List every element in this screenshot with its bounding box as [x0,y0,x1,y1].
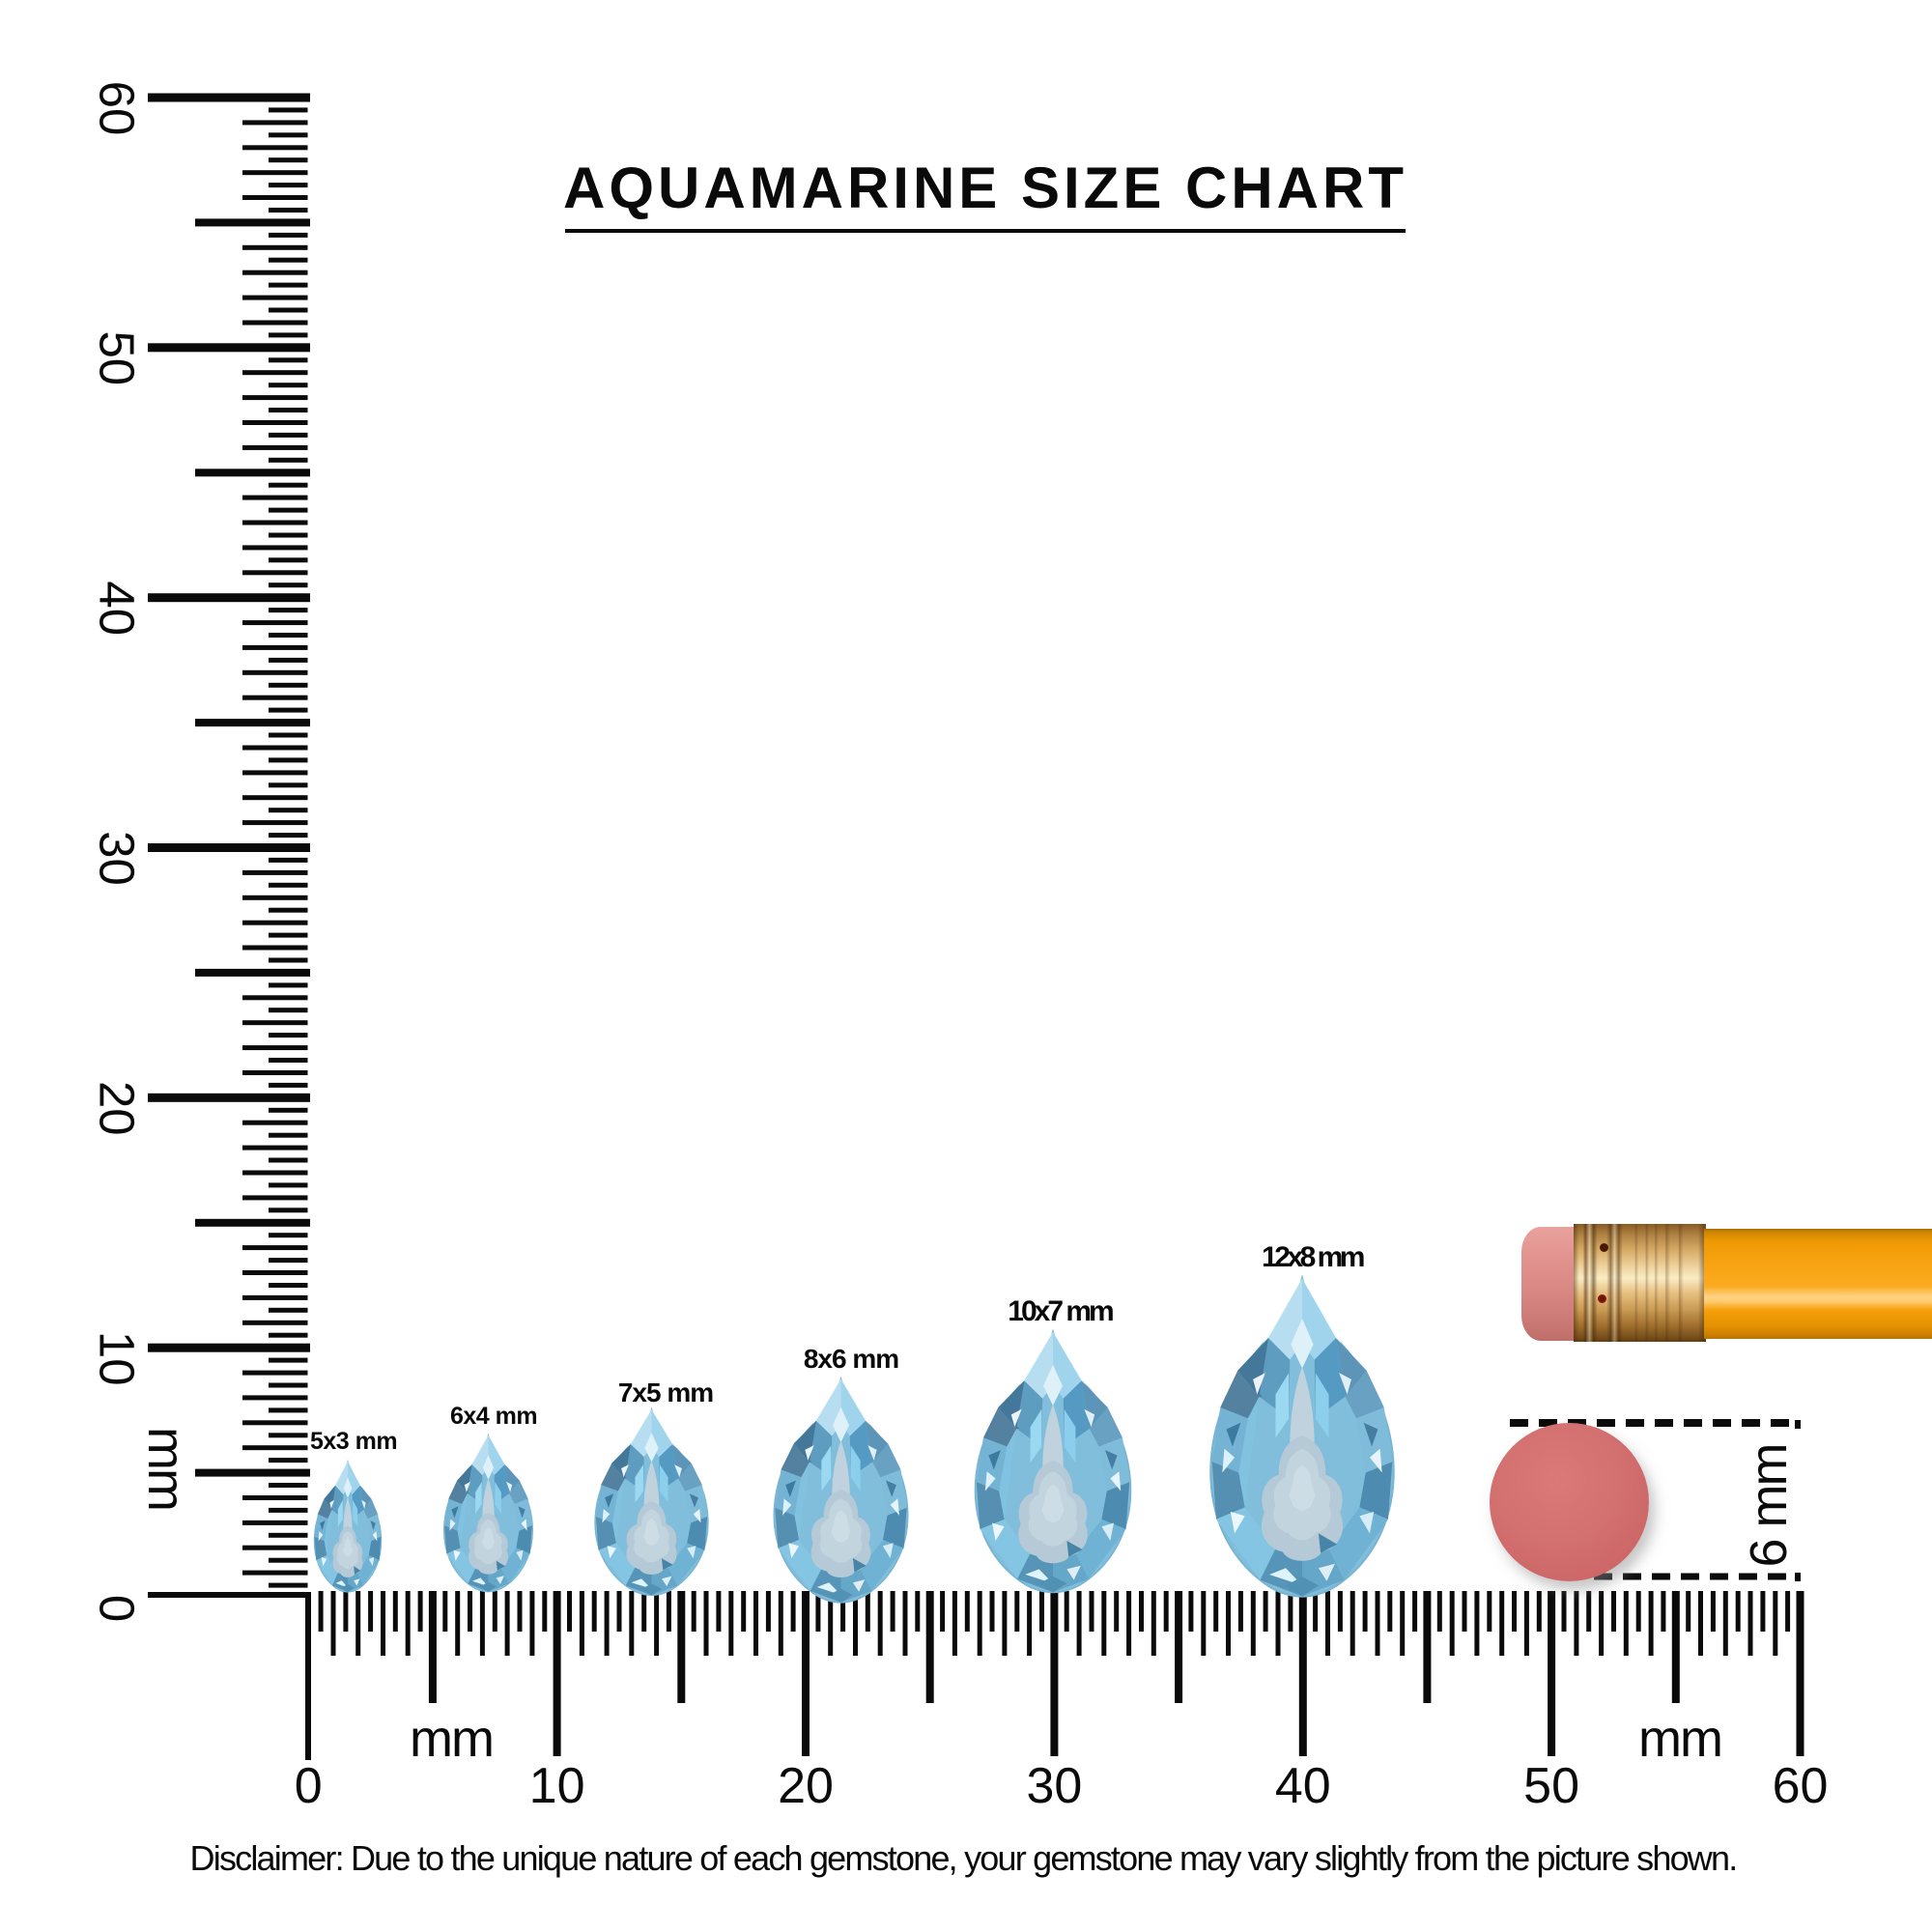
svg-text:10: 10 [529,1758,585,1814]
svg-text:0: 0 [295,1758,323,1814]
svg-text:20: 20 [90,1081,145,1136]
svg-text:mm: mm [137,1427,195,1510]
svg-text:30: 30 [1026,1758,1082,1814]
svg-text:40: 40 [90,581,145,636]
svg-text:10: 10 [90,1331,145,1386]
svg-text:60: 60 [90,81,145,136]
svg-text:60: 60 [1773,1758,1829,1814]
svg-text:40: 40 [1275,1758,1331,1814]
svg-text:30: 30 [90,831,145,886]
svg-text:50: 50 [1523,1758,1579,1814]
svg-text:mm: mm [410,1710,493,1768]
svg-text:6 mm: 6 mm [1740,1445,1798,1568]
svg-text:mm: mm [1638,1710,1721,1768]
svg-text:0: 0 [90,1595,145,1622]
svg-text:50: 50 [90,330,145,385]
svg-text:20: 20 [778,1758,834,1814]
